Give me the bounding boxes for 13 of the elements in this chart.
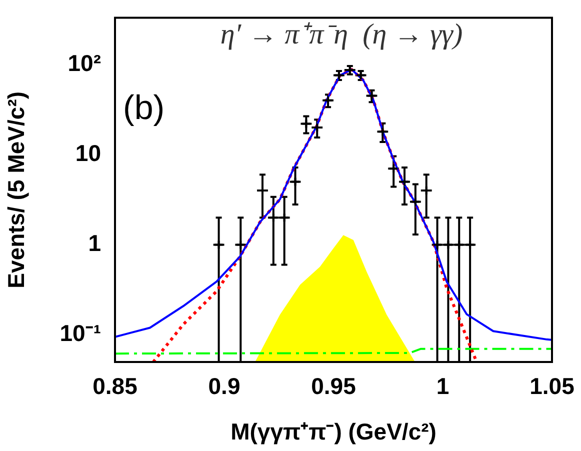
chart-title: η′ → π⁺π⁻η (η → γγ)	[220, 18, 463, 50]
x-tick-label: 1.05	[530, 373, 575, 400]
x-tick-label: 0.9	[208, 373, 240, 400]
x-tick-label: 1	[436, 373, 450, 400]
annotation: (b)	[123, 89, 165, 128]
y-axis-title: Events/ (5 MeV/c²)	[3, 91, 30, 288]
y-tick-label: 10⁻¹	[60, 320, 101, 346]
y-tick-label: 1	[88, 230, 102, 256]
y-tick-label: 10	[75, 140, 101, 166]
y-tick-label: 10²	[68, 50, 102, 76]
x-tick-label: 0.95	[311, 373, 356, 400]
x-tick-label: 0.85	[92, 373, 138, 400]
x-axis-title: M(γγπ⁺π⁻) (GeV/c²)	[230, 418, 436, 445]
